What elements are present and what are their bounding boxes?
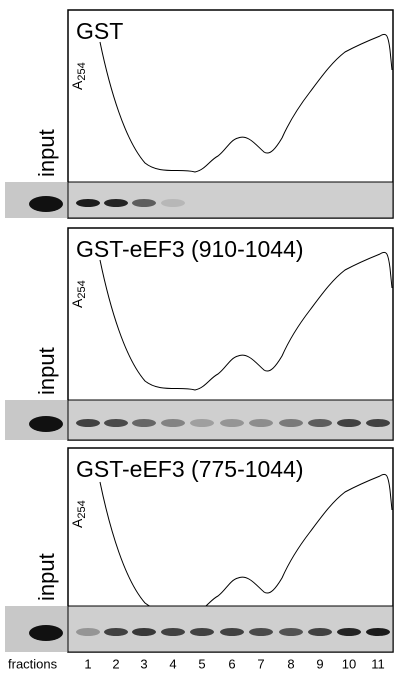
y-label: A254 — [69, 500, 88, 528]
a254-trace — [100, 252, 392, 390]
blot-band — [249, 628, 273, 636]
blot-label: input — [34, 129, 59, 177]
y-label-subscript: 254 — [76, 280, 88, 298]
blot-band — [366, 628, 390, 636]
blot-label: input — [34, 553, 59, 601]
blot-band — [104, 628, 128, 636]
fraction-label: 10 — [342, 656, 356, 671]
fraction-label: 3 — [140, 656, 147, 671]
blot-band — [337, 419, 361, 427]
blot-band — [190, 419, 214, 427]
fraction-label: 7 — [257, 656, 264, 671]
blot-band — [279, 628, 303, 636]
fraction-label: 4 — [169, 656, 176, 671]
blot-band — [76, 628, 100, 636]
input-band — [29, 416, 63, 432]
y-label: A254 — [69, 280, 88, 308]
blot-band — [220, 628, 244, 636]
blot-band — [220, 419, 244, 427]
fraction-label: 2 — [112, 656, 119, 671]
blot-band — [76, 419, 100, 427]
fraction-label: 11 — [371, 656, 385, 671]
blot-band — [132, 628, 156, 636]
y-label: A254 — [69, 62, 88, 90]
blot-band — [190, 628, 214, 636]
y-label-subscript: 254 — [76, 500, 88, 518]
blot-band — [249, 419, 273, 427]
panel-title: GST — [76, 18, 123, 44]
blot-band — [104, 199, 128, 207]
blot-band — [308, 628, 332, 636]
fraction-label: 1 — [84, 656, 91, 671]
fraction-label: 9 — [316, 656, 323, 671]
blot-band — [76, 199, 100, 207]
blot-band — [308, 419, 332, 427]
blot-band — [366, 419, 390, 427]
blot-label: input — [34, 347, 59, 395]
a254-trace — [100, 34, 392, 172]
y-label-subscript: 254 — [76, 62, 88, 80]
blot-band — [161, 199, 185, 207]
fraction-label: 6 — [228, 656, 235, 671]
blot-band — [161, 628, 185, 636]
fraction-label: 5 — [198, 656, 205, 671]
panel-title: GST-eEF3 (775-1044) — [76, 456, 304, 482]
blot-band — [104, 419, 128, 427]
blot-band — [132, 199, 156, 207]
blot-band — [279, 419, 303, 427]
panel-title: GST-eEF3 (910-1044) — [76, 236, 304, 262]
input-band — [29, 196, 63, 212]
input-band — [29, 625, 63, 641]
figure: fractions GST A254 input GST-eEF3 (910-1044… — [0, 0, 394, 677]
x-label: fractions — [8, 656, 58, 671]
blot-band — [161, 419, 185, 427]
blot-band — [132, 419, 156, 427]
a254-trace — [100, 474, 392, 612]
blot-band — [337, 628, 361, 636]
fraction-label: 8 — [287, 656, 294, 671]
